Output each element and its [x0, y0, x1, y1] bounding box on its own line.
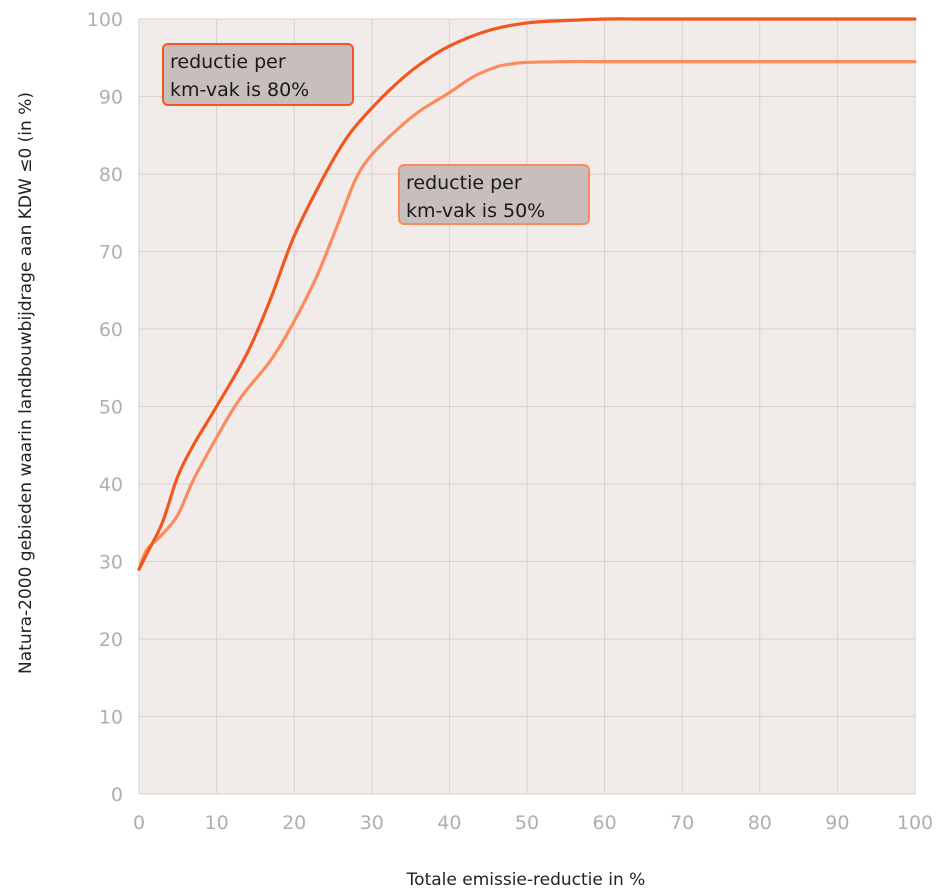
y-tick-label: 40 [99, 474, 123, 496]
x-tick-label: 70 [670, 812, 694, 834]
annotation-box [162, 43, 354, 106]
y-tick-label: 80 [99, 164, 123, 186]
annotation-text-line: km-vak is 50% [406, 200, 545, 222]
y-axis-title: Natura-2000 gebieden waarin landbouwbijd… [16, 92, 36, 674]
tick-labels: 0 10 20 30 40 50 60 70 80 90 100 0 10 20 30 40 50 60 70 80 9… [87, 9, 933, 834]
y-tick-label: 30 [99, 552, 123, 574]
annotation-text-line: km-vak is 80% [170, 79, 309, 101]
y-tick-label: 70 [99, 242, 123, 264]
x-tick-label: 50 [515, 812, 539, 834]
y-tick-label: 90 [99, 87, 123, 109]
x-tick-label: 90 [825, 812, 849, 834]
x-tick-label: 80 [748, 812, 772, 834]
annotation-0: reductie per km-vak is 80% [162, 43, 354, 106]
x-tick-label: 20 [282, 812, 306, 834]
annotation-1: reductie per km-vak is 50% [398, 164, 590, 225]
y-tick-label: 100 [87, 9, 123, 31]
y-tick-label: 0 [111, 784, 123, 806]
x-tick-label: 100 [897, 812, 933, 834]
y-tick-label: 20 [99, 629, 123, 651]
annotation-box [398, 164, 590, 225]
series-layer [137, 17, 917, 571]
annotations: reductie per km-vak is 80% reductie per km-… [162, 43, 590, 225]
y-tick-label: 10 [99, 707, 123, 729]
x-tick-label: 0 [133, 812, 145, 834]
series-line-1 [137, 59, 917, 571]
grid [138, 18, 916, 795]
annotation-text-line: reductie per [406, 172, 522, 194]
x-tick-label: 40 [437, 812, 461, 834]
y-tick-label: 50 [99, 397, 123, 419]
annotation-text-line: reductie per [170, 51, 286, 73]
x-tick-label: 30 [360, 812, 384, 834]
x-axis-title: Totale emissie-reductie in % [406, 870, 646, 890]
y-tick-label: 60 [99, 319, 123, 341]
x-tick-label: 10 [205, 812, 229, 834]
x-tick-label: 60 [593, 812, 617, 834]
series-line-0 [137, 17, 917, 571]
